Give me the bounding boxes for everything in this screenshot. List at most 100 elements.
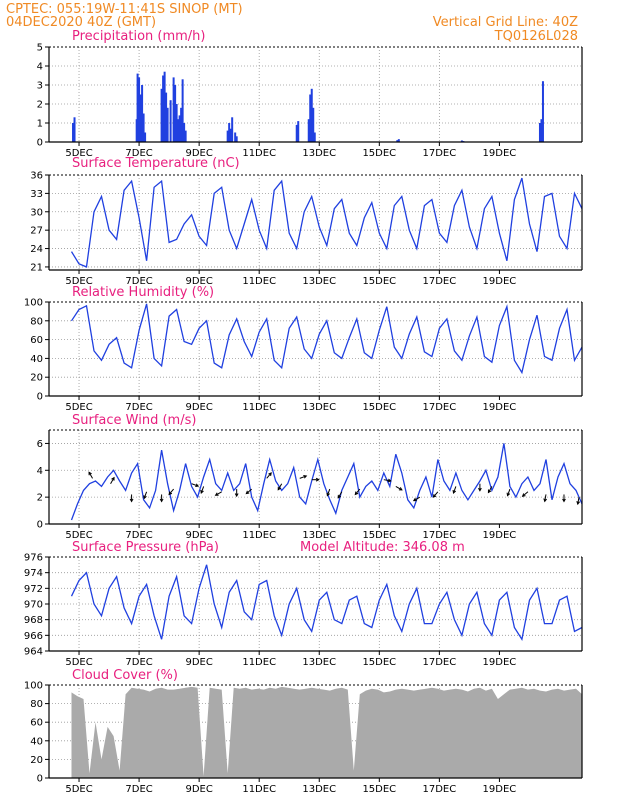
cloud-xtick-label: 15DEC xyxy=(362,784,396,795)
humidity-title: Relative Humidity (%) xyxy=(72,285,214,300)
precip-bar xyxy=(228,123,231,142)
humidity-ytick-label: 100 xyxy=(24,298,43,309)
precip-bar xyxy=(541,81,544,142)
wind-direction-arrow xyxy=(478,483,482,492)
pressure-xtick-label: 5DEC xyxy=(65,657,92,668)
pressure-title: Surface Pressure (hPa) xyxy=(72,540,219,555)
cloud-xtick-label: 7DEC xyxy=(125,784,152,795)
precip-ytick-label: 2 xyxy=(37,100,43,111)
temperature-xtick-label: 15DEC xyxy=(362,276,396,287)
wind-direction-arrow xyxy=(311,477,320,482)
precip-bar xyxy=(180,107,183,142)
precip-ytick-label: 3 xyxy=(37,81,43,92)
pressure-ytick-label: 972 xyxy=(24,584,43,595)
precip-panel: 0 1 2 3 4 5 5DEC 7DEC 9DEC 11DEC 13DEC 15DEC 17DEC 19… xyxy=(37,43,583,159)
wind-direction-arrow xyxy=(383,478,392,483)
precip-bar xyxy=(73,117,76,142)
plot-panels: 0 1 2 3 4 5 5DEC 7DEC 9DEC 11DEC 13DEC 15DEC 17DEC 19… xyxy=(24,43,583,795)
header-model-code: TQ0126L028 xyxy=(494,29,578,44)
precip-bar xyxy=(144,132,147,142)
wind-series-line xyxy=(70,443,583,521)
wind-direction-arrow xyxy=(576,497,581,506)
pressure-xtick-label: 17DEC xyxy=(422,657,456,668)
precip-bar xyxy=(396,140,399,142)
precip-title: Precipitation (mm/h) xyxy=(72,29,205,44)
cloud-xtick-label: 5DEC xyxy=(65,784,92,795)
humidity-ytick-label: 20 xyxy=(30,373,43,384)
pressure-ytick-label: 968 xyxy=(24,615,43,626)
header-location: CPTEC: 055:19W-11:41S SINOP (MT) xyxy=(6,2,243,17)
temperature-ytick-label: 27 xyxy=(30,226,43,237)
cloud-xtick-label: 13DEC xyxy=(302,784,336,795)
humidity-panel: 0 20 40 60 80 100 5DEC 7DEC 9DEC 11DEC 13DEC 15DEC 1… xyxy=(24,298,583,413)
temperature-xtick-label: 19DEC xyxy=(483,276,517,287)
wind-ytick-label: 2 xyxy=(37,493,43,504)
cloud-ytick-label: 60 xyxy=(30,718,43,729)
cloud-xtick-label: 19DEC xyxy=(483,784,517,795)
precip-xtick-label: 7DEC xyxy=(125,148,152,159)
wind-direction-arrow xyxy=(266,472,272,479)
humidity-series-line xyxy=(70,303,583,375)
humidity-xtick-label: 13DEC xyxy=(302,402,336,413)
wind-xtick-label: 17DEC xyxy=(422,530,456,541)
header-run-date: 04DEC2020 40Z (GMT) xyxy=(6,15,156,30)
wind-xtick-label: 5DEC xyxy=(65,530,92,541)
precip-bar xyxy=(175,104,178,142)
precip-bar xyxy=(165,92,168,142)
wind-direction-arrow xyxy=(88,471,93,479)
precip-bar xyxy=(172,77,175,142)
precip-bar xyxy=(184,130,187,142)
precip-bar xyxy=(166,107,169,142)
cloud-xtick-label: 9DEC xyxy=(185,784,212,795)
wind-direction-arrow xyxy=(214,491,222,496)
precip-ytick-label: 4 xyxy=(37,62,43,73)
precip-bar xyxy=(235,136,238,142)
precip-xtick-label: 5DEC xyxy=(65,148,92,159)
pressure-series-line xyxy=(70,564,583,642)
wind-direction-arrow xyxy=(412,496,421,502)
humidity-xtick-label: 19DEC xyxy=(483,402,517,413)
wind-direction-arrow xyxy=(562,494,566,503)
wind-direction-arrow xyxy=(234,489,239,498)
precip-bar xyxy=(538,123,541,142)
pressure-ytick-label: 976 xyxy=(24,553,43,564)
cloud-panel: 0 20 40 60 80 100 5DEC 7DEC 9DEC 11DEC 13DEC 15DEC 1… xyxy=(24,681,583,795)
temperature-xtick-label: 7DEC xyxy=(125,276,152,287)
wind-direction-arrow xyxy=(506,488,511,497)
humidity-xtick-label: 15DEC xyxy=(362,402,396,413)
precip-bar xyxy=(136,73,139,142)
precip-bar xyxy=(231,117,234,142)
precip-bar xyxy=(160,88,163,142)
wind-direction-arrow xyxy=(354,488,361,496)
pressure-ytick-label: 970 xyxy=(24,600,43,611)
pressure-xtick-label: 9DEC xyxy=(185,657,212,668)
precip-bar xyxy=(295,124,298,142)
temperature-xtick-label: 5DEC xyxy=(65,276,92,287)
humidity-ytick-label: 60 xyxy=(30,335,43,346)
cloud-ytick-label: 40 xyxy=(30,736,43,747)
pressure-panel: 964 966 968 970 972 974 976 5DEC 7DEC 9DEC 11DEC 13… xyxy=(24,553,583,668)
precip-bar xyxy=(312,107,315,142)
pressure-xtick-label: 13DEC xyxy=(302,657,336,668)
humidity-ytick-label: 40 xyxy=(30,354,43,365)
wind-direction-arrow xyxy=(191,483,200,488)
humidity-xtick-label: 11DEC xyxy=(242,402,276,413)
temperature-ytick-label: 24 xyxy=(30,244,43,255)
wind-xtick-label: 9DEC xyxy=(185,530,212,541)
pressure-xtick-label: 7DEC xyxy=(125,657,152,668)
wind-direction-arrow xyxy=(452,486,457,494)
wind-ytick-label: 6 xyxy=(37,439,43,450)
humidity-xtick-label: 7DEC xyxy=(125,402,152,413)
pressure-xtick-label: 11DEC xyxy=(242,657,276,668)
precip-bar xyxy=(142,113,145,142)
precip-ytick-label: 1 xyxy=(37,119,43,130)
precip-bar xyxy=(229,128,232,142)
cloud-ytick-label: 20 xyxy=(30,755,43,766)
precip-bar xyxy=(162,75,165,142)
wind-direction-arrow xyxy=(487,486,493,494)
precip-bar xyxy=(183,123,186,142)
wind-title: Surface Wind (m/s) xyxy=(72,413,196,428)
wind-direction-arrow xyxy=(299,475,308,479)
wind-ytick-label: 0 xyxy=(37,520,43,531)
precip-bar xyxy=(297,121,300,142)
